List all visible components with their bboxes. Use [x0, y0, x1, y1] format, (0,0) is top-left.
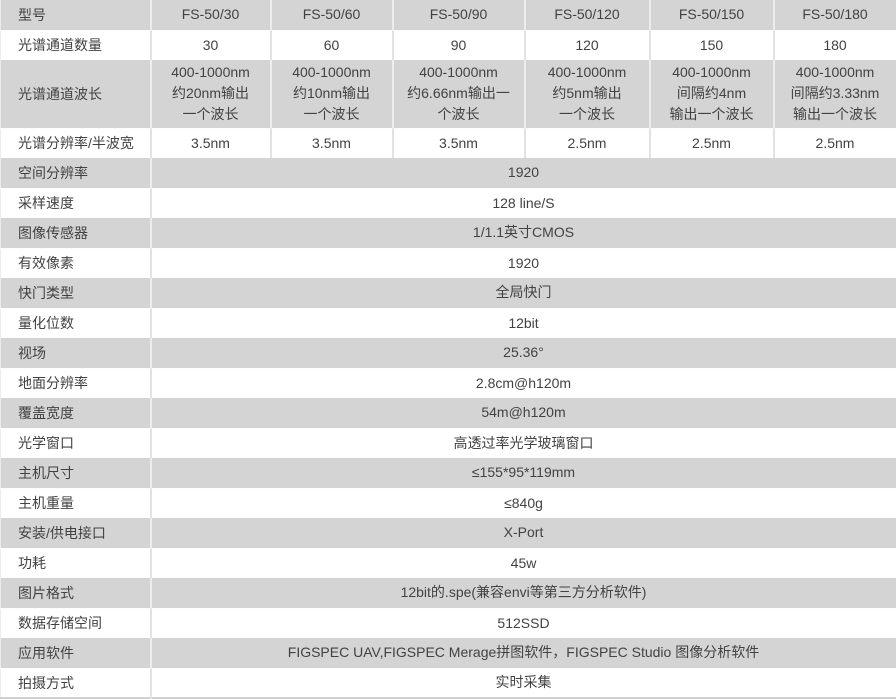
table-row: 拍摄方式实时采集 — [1, 668, 896, 698]
spec-value-cell: 高透过率光学玻璃窗口 — [151, 428, 896, 458]
spec-value-cell: 60 — [271, 30, 393, 60]
spec-value-cell: 512SSD — [151, 608, 896, 638]
spec-value-cell: 30 — [151, 30, 271, 60]
spec-value-cell: FIGSPEC UAV,FIGSPEC Merage拼图软件，FIGSPEC S… — [151, 638, 896, 668]
table-row: 光学窗口高透过率光学玻璃窗口 — [1, 428, 896, 458]
row-label: 图像传感器 — [1, 218, 151, 248]
model-header-cell: FS-50/120 — [525, 0, 650, 30]
spec-value-cell: 120 — [525, 30, 650, 60]
model-header-cell: FS-50/60 — [271, 0, 393, 30]
row-label: 有效像素 — [1, 248, 151, 278]
spec-value-cell: 90 — [393, 30, 525, 60]
spec-value-cell: ≤155*95*119mm — [151, 458, 896, 488]
table-row: 快门类型全局快门 — [1, 278, 896, 308]
model-header-cell: FS-50/150 — [650, 0, 774, 30]
spec-value-cell: 400-1000nm 约5nm输出 一个波长 — [525, 60, 650, 128]
spec-value-cell: 400-1000nm 约10nm输出 一个波长 — [271, 60, 393, 128]
row-label: 光学窗口 — [1, 428, 151, 458]
model-column-header: 型号 — [1, 0, 151, 30]
row-label: 光谱通道波长 — [1, 60, 151, 128]
spec-value-cell: 12bit的.spe(兼容envi等第三方分析软件) — [151, 578, 896, 608]
spec-value-cell: 25.36° — [151, 338, 896, 368]
spec-value-cell: 2.8cm@h120m — [151, 368, 896, 398]
spec-value-cell: 180 — [774, 30, 896, 60]
row-label: 采样速度 — [1, 188, 151, 218]
row-label: 拍摄方式 — [1, 668, 151, 698]
row-label: 主机重量 — [1, 488, 151, 518]
table-row: 主机重量≤840g — [1, 488, 896, 518]
row-label: 光谱分辨率/半波宽 — [1, 128, 151, 158]
spec-value-cell: 3.5nm — [151, 128, 271, 158]
spec-value-cell: 128 line/S — [151, 188, 896, 218]
spec-value-cell: 45w — [151, 548, 896, 578]
spec-value-cell: 2.5nm — [774, 128, 896, 158]
spec-value-cell: 3.5nm — [271, 128, 393, 158]
spec-value-cell: 400-1000nm 约6.66nm输出一 个波长 — [393, 60, 525, 128]
row-label: 主机尺寸 — [1, 458, 151, 488]
spec-value-cell: X-Port — [151, 518, 896, 548]
row-label: 量化位数 — [1, 308, 151, 338]
spec-value-cell: ≤840g — [151, 488, 896, 518]
spec-value-cell: 1/1.1英寸CMOS — [151, 218, 896, 248]
row-label: 数据存储空间 — [1, 608, 151, 638]
spec-value-cell: 3.5nm — [393, 128, 525, 158]
row-label: 覆盖宽度 — [1, 398, 151, 428]
row-label: 应用软件 — [1, 638, 151, 668]
row-label: 空间分辨率 — [1, 158, 151, 188]
model-header-cell: FS-50/180 — [774, 0, 896, 30]
spec-value-cell: 150 — [650, 30, 774, 60]
row-label: 地面分辨率 — [1, 368, 151, 398]
row-label: 功耗 — [1, 548, 151, 578]
row-label: 视场 — [1, 338, 151, 368]
row-label: 安装/供电接口 — [1, 518, 151, 548]
row-label: 图片格式 — [1, 578, 151, 608]
table-row: 主机尺寸≤155*95*119mm — [1, 458, 896, 488]
spec-value-cell: 54m@h120m — [151, 398, 896, 428]
row-label: 快门类型 — [1, 278, 151, 308]
spec-value-cell: 全局快门 — [151, 278, 896, 308]
spec-value-cell: 12bit — [151, 308, 896, 338]
spec-value-cell: 1920 — [151, 248, 896, 278]
spec-value-cell: 400-1000nm 间隔约4nm 输出一个波长 — [650, 60, 774, 128]
spec-value-cell: 2.5nm — [525, 128, 650, 158]
model-header-cell: FS-50/30 — [151, 0, 271, 30]
spec-value-cell: 2.5nm — [650, 128, 774, 158]
spec-value-cell: 400-1000nm 约20nm输出 一个波长 — [151, 60, 271, 128]
spec-value-cell: 400-1000nm 间隔约3.33nm 输出一个波长 — [774, 60, 896, 128]
row-label: 光谱通道数量 — [1, 30, 151, 60]
model-header-cell: FS-50/90 — [393, 0, 525, 30]
spec-value-cell: 1920 — [151, 158, 896, 188]
spec-value-cell: 实时采集 — [151, 668, 896, 698]
